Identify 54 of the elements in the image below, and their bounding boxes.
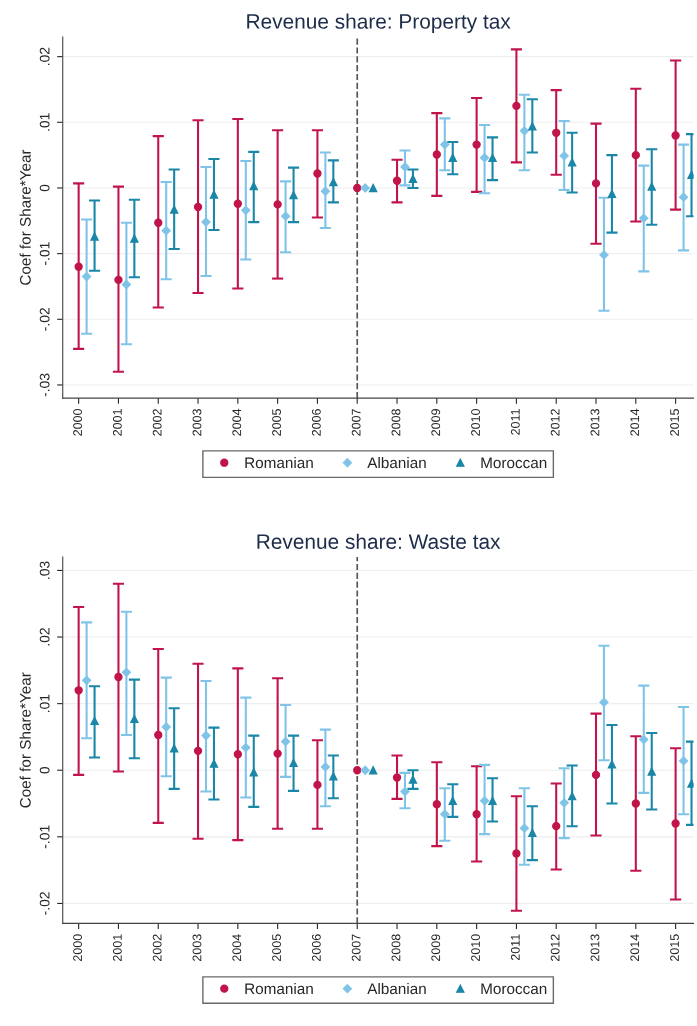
x-tick-label: 2012 (550, 409, 560, 436)
x-tick-label: 2004 (232, 934, 242, 961)
x-tick-label: 2014 (630, 408, 640, 436)
x-tick-label: 2011 (510, 409, 520, 435)
x-tick-label: 2006 (311, 409, 321, 436)
y-tick-label: -.02 (39, 892, 50, 915)
x-tick-label: 2015 (670, 409, 679, 436)
y-tick-label: -.02 (39, 308, 50, 331)
x-tick-label: 2009 (431, 409, 441, 436)
x-tick-label: 2009 (431, 934, 441, 961)
x-tick-label: 2000 (73, 408, 82, 436)
legend-label: Albanian (367, 982, 426, 995)
x-tick-label: 2004 (232, 408, 242, 436)
legend-label: Moroccan (481, 983, 547, 995)
x-tick-label: 2014 (630, 934, 640, 961)
x-tick-label: 2001 (112, 934, 122, 961)
x-tick-label: 2013 (590, 409, 600, 436)
chart-title: Revenue share: Property tax (247, 13, 511, 33)
y-tick-label: 0 (39, 766, 50, 774)
x-tick-label: 2012 (550, 934, 560, 961)
legend-label: Albanian (367, 456, 426, 469)
y-tick-label: .02 (39, 628, 50, 646)
x-tick-label: 2010 (471, 408, 480, 436)
x-tick-label: 2007 (351, 934, 361, 961)
x-tick-label: 2011 (510, 934, 520, 961)
legend-label: Romanian (245, 982, 313, 995)
legend-label: Romanian (245, 456, 313, 469)
x-tick-label: 2010 (471, 934, 480, 961)
x-tick-label: 2002 (152, 934, 162, 961)
y-tick-label: -.03 (39, 373, 50, 397)
x-tick-label: 2005 (272, 934, 281, 961)
chart-title: Revenue share: Waste tax (257, 533, 501, 549)
y-tick-label: .02 (39, 47, 50, 66)
y-tick-label: .01 (39, 113, 50, 131)
x-tick-label: 2008 (391, 409, 401, 436)
x-tick-label: 2003 (192, 409, 202, 436)
x-tick-label: 2001 (112, 409, 122, 436)
x-tick-label: 2000 (73, 934, 82, 961)
x-tick-label: 2007 (351, 409, 361, 436)
y-tick-label: -.01 (39, 242, 50, 265)
x-tick-label: 2013 (590, 934, 600, 961)
y-tick-label: .01 (39, 694, 50, 713)
y-tick-label: 0 (39, 184, 50, 192)
x-tick-label: 2015 (670, 934, 679, 961)
x-tick-label: 2005 (272, 409, 281, 436)
x-tick-label: 2003 (192, 934, 202, 961)
legend-label: Moroccan (481, 457, 547, 469)
x-tick-label: 2002 (152, 409, 162, 436)
y-axis-title: Coef for Share*Year (19, 149, 31, 285)
y-tick-label: .03 (39, 561, 50, 579)
y-tick-label: -.01 (39, 825, 50, 849)
y-axis-title: Coef for Share*Year (19, 672, 31, 808)
x-tick-label: 2008 (391, 934, 401, 961)
x-tick-label: 2006 (311, 934, 321, 961)
